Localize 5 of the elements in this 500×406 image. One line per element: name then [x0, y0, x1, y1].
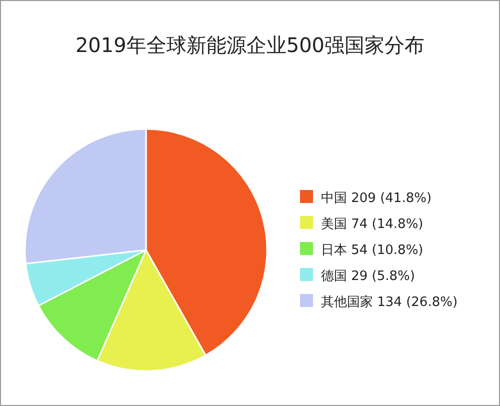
legend-label: 美国 74 (14.8%)	[321, 216, 424, 232]
title: 2019年全球新能源企业500强国家分布	[75, 33, 425, 57]
legend-label: 中国 209 (41.8%)	[321, 191, 432, 206]
legend-label: 日本 54 (10.8%)	[321, 243, 424, 258]
legend-label: 德国 29 (5.8%)	[321, 269, 415, 284]
